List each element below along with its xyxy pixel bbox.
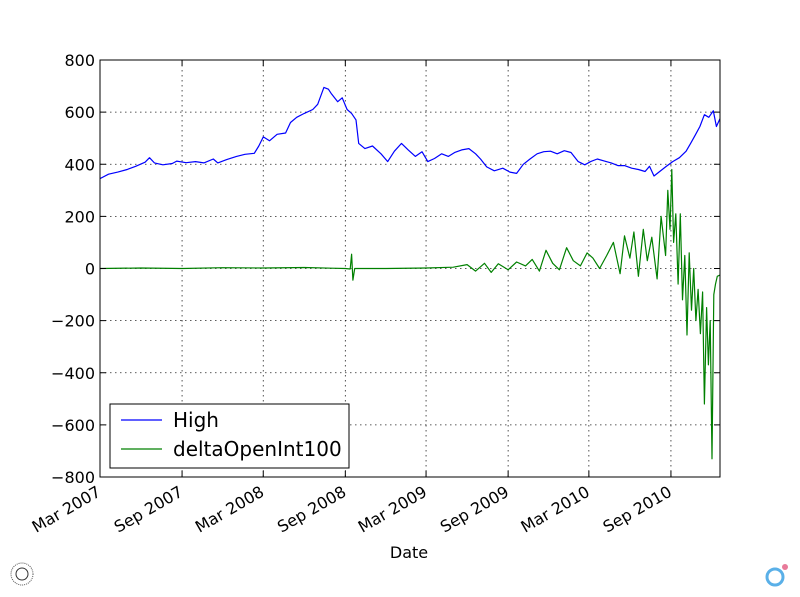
legend: High deltaOpenInt100	[109, 403, 350, 469]
x-tick-label: Mar 2008	[192, 482, 267, 536]
y-tick-label: −400	[51, 364, 95, 383]
series-layer	[99, 86, 721, 460]
y-tick-label: 400	[64, 155, 95, 174]
x-tick-label: Sep 2007	[111, 482, 186, 536]
y-tick-label: 800	[64, 51, 95, 70]
y-tick-label: −200	[51, 312, 95, 331]
seal-logo-icon	[10, 562, 34, 586]
x-tick-label: Sep 2009	[437, 482, 512, 536]
ring-logo-icon	[765, 564, 788, 587]
x-tick-label: Sep 2010	[600, 482, 675, 536]
x-tick-label: Mar 2010	[518, 482, 593, 536]
legend-label-high: High	[173, 408, 219, 432]
legend-label-deltaopenint100: deltaOpenInt100	[173, 437, 342, 461]
legend-box	[109, 403, 350, 469]
y-tick-label: −600	[51, 416, 95, 435]
series-line-deltaopenint100	[99, 168, 721, 460]
y-tick-labels: 800 600 400 200 0 −200 −400 −600 −800	[51, 51, 95, 487]
series-line-high	[99, 86, 721, 180]
x-axis-label: Date	[390, 543, 428, 562]
y-tick-label: −800	[51, 468, 95, 487]
y-tick-label: 200	[64, 207, 95, 226]
x-tick-label: Mar 2009	[355, 482, 430, 536]
tick-marks	[99, 59, 720, 478]
x-tick-labels: Mar 2007 Sep 2007 Mar 2008 Sep 2008 Mar 2009…	[29, 482, 675, 536]
x-tick-label: Mar 2007	[29, 482, 104, 536]
y-tick-label: 600	[64, 103, 95, 122]
y-tick-label: 0	[85, 260, 95, 279]
x-tick-label: Sep 2008	[274, 482, 349, 536]
